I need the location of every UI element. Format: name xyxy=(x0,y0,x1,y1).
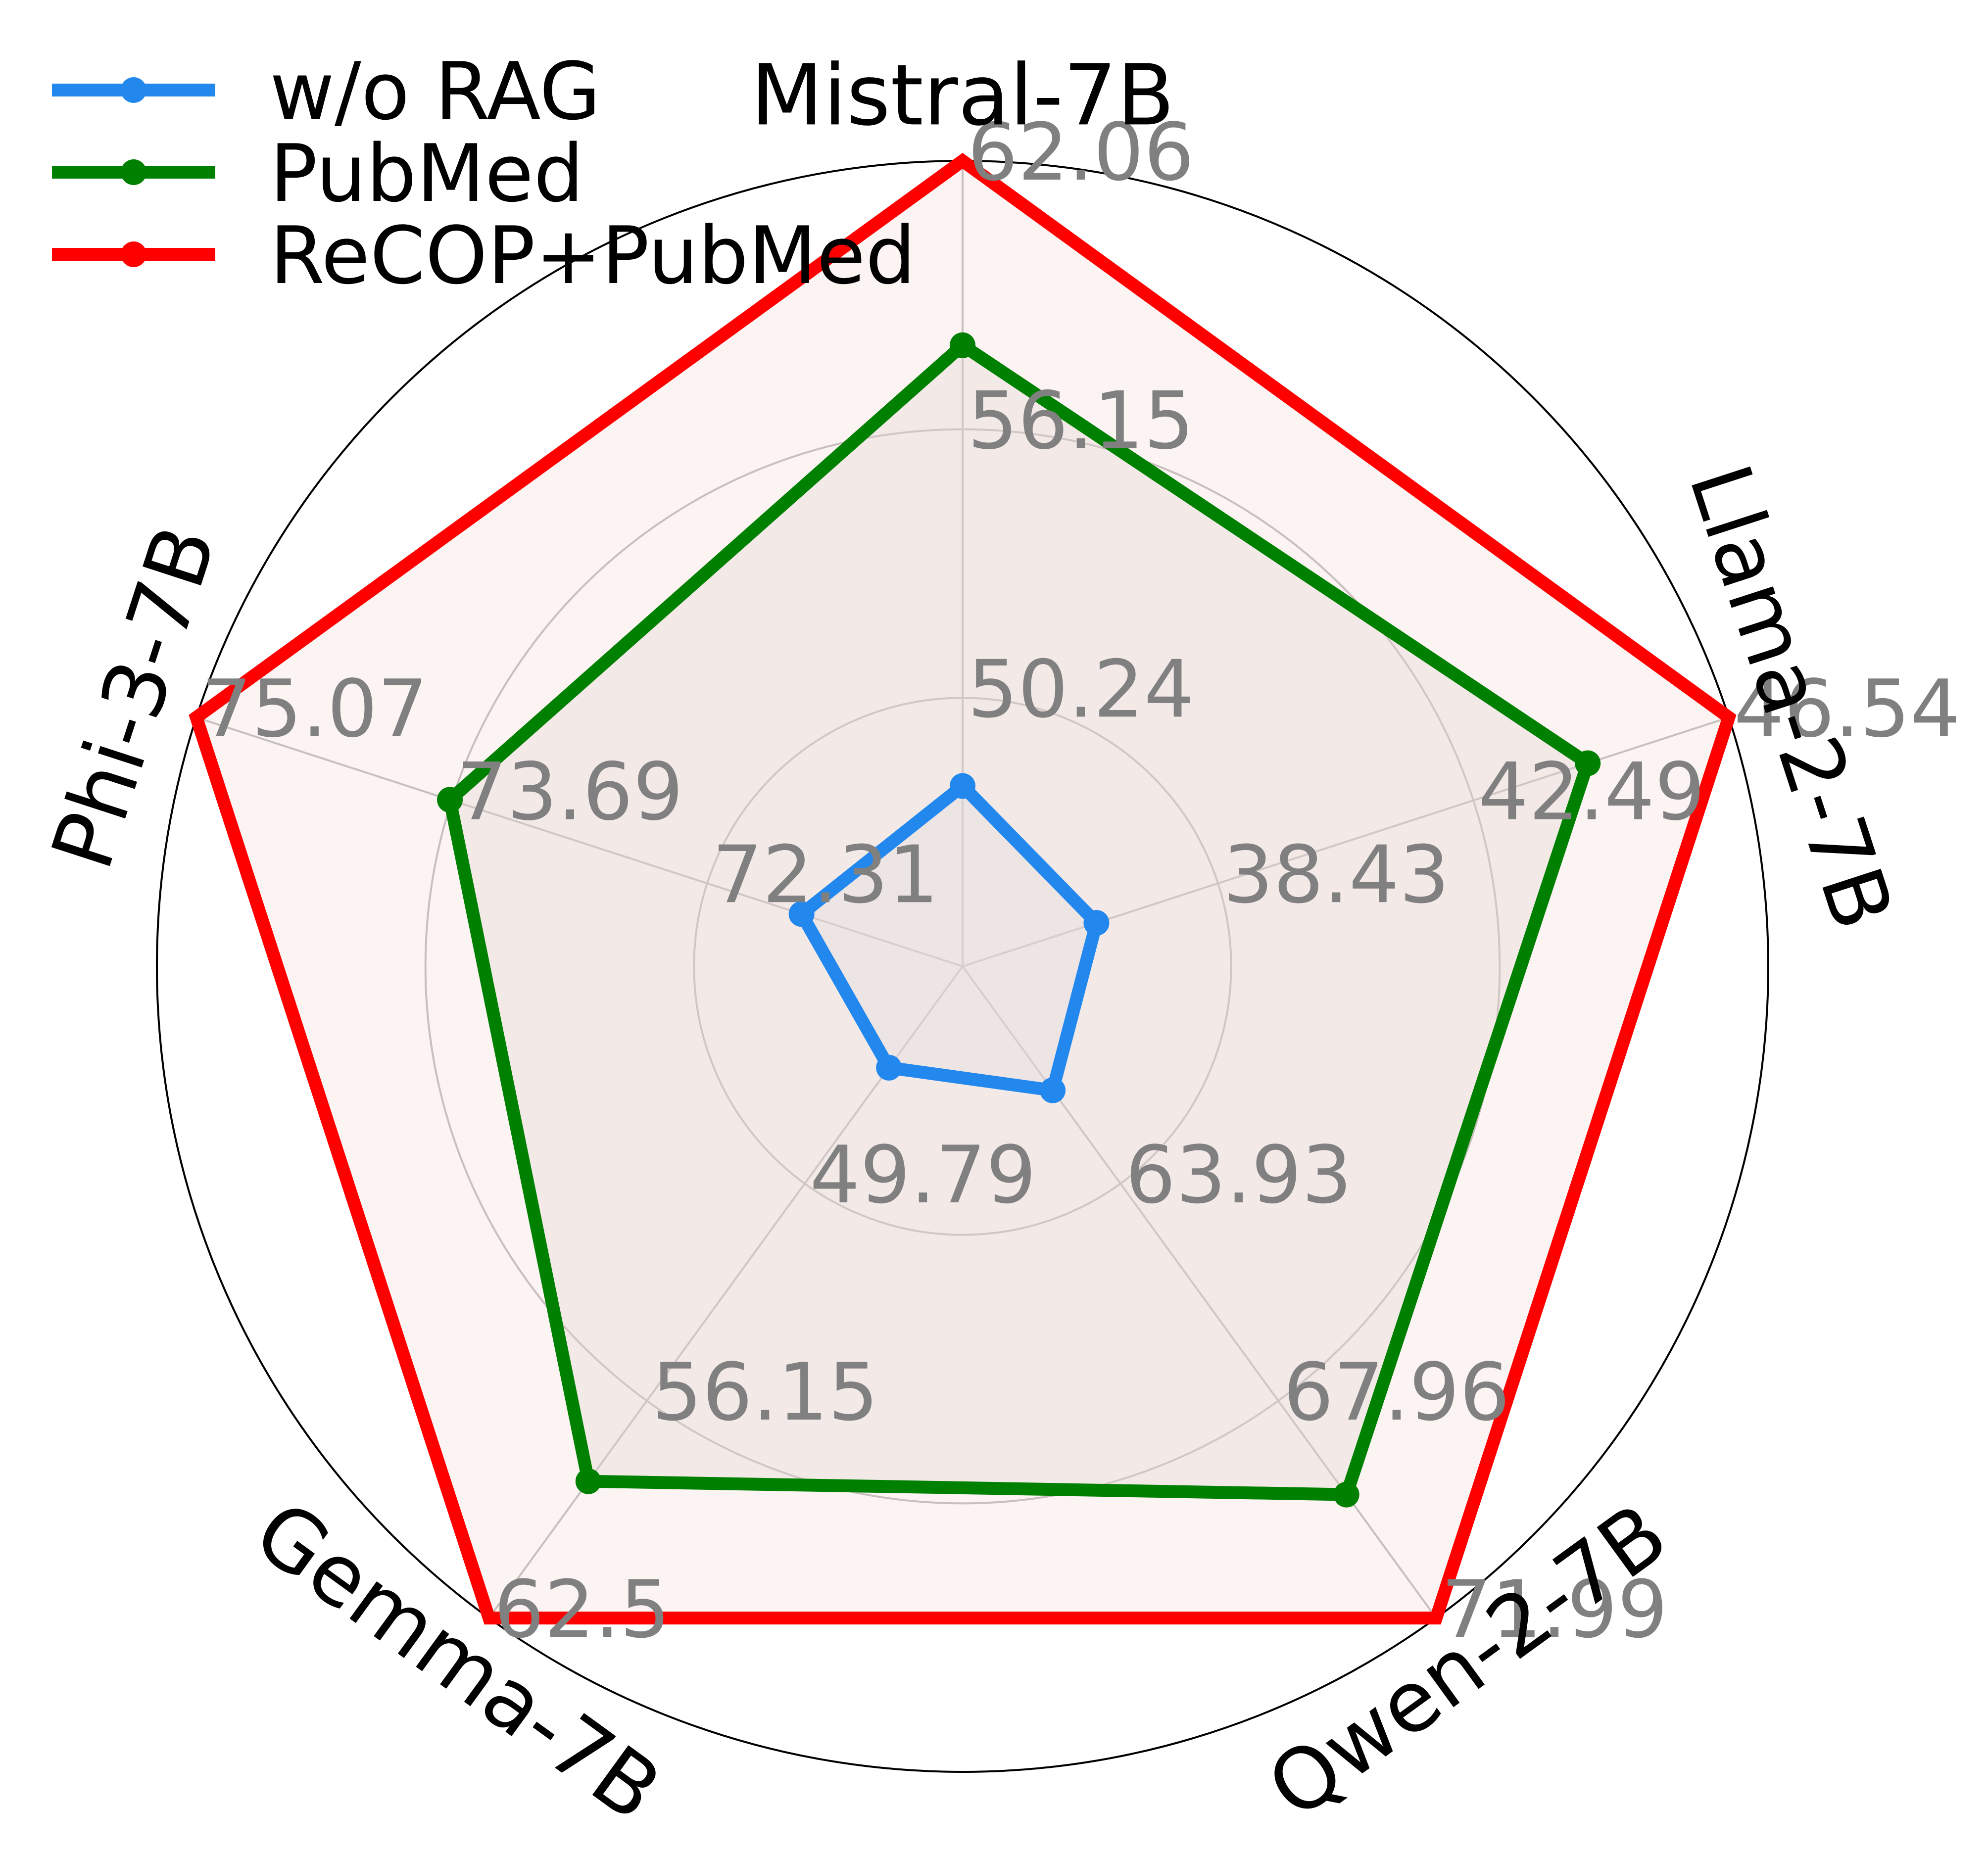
tick-label-3-2: 62.5 xyxy=(494,1563,670,1656)
tick-label-1-1: 42.49 xyxy=(1478,746,1705,838)
tick-label-1-0: 38.43 xyxy=(1223,828,1450,921)
axis-label-0: Mistral-7B xyxy=(751,47,1175,144)
legend-marker-1 xyxy=(121,159,146,185)
tick-label-1-2: 46.54 xyxy=(1734,663,1960,755)
tick-label-2-0: 63.93 xyxy=(1125,1129,1352,1221)
legend-marker-0 xyxy=(121,77,146,103)
tick-label-3-1: 56.15 xyxy=(652,1346,878,1438)
tick-label-0-1: 56.15 xyxy=(968,375,1194,467)
series-point-0-1 xyxy=(1083,910,1110,936)
tick-label-2-1: 67.96 xyxy=(1283,1346,1510,1438)
series-point-0-2 xyxy=(1040,1077,1066,1103)
series-point-1-4 xyxy=(437,787,463,813)
series-point-1-3 xyxy=(575,1468,601,1494)
series-point-0-4 xyxy=(788,901,815,927)
tick-label-3-0: 49.79 xyxy=(810,1129,1036,1221)
tick-labels: 50.24 56.15 62.06 38.43 42.49 46.54 63.93 67.96… xyxy=(201,106,1961,1656)
legend-label-0: w/o RAG xyxy=(270,45,601,138)
legend-label-2: ReCOP+PubMed xyxy=(270,209,916,302)
series-point-1-0 xyxy=(950,332,975,358)
series-point-0-0 xyxy=(950,773,975,799)
series-line-2 xyxy=(189,152,1737,1625)
series-fill-1 xyxy=(450,345,1588,1495)
tick-label-4-2: 75.07 xyxy=(201,663,428,755)
tick-label-0-2: 62.06 xyxy=(968,106,1194,198)
tick-label-4-0: 72.31 xyxy=(712,828,939,921)
series-line-1 xyxy=(442,337,1596,1501)
axis-spoke-4 xyxy=(196,716,963,967)
tick-label-0-0: 50.24 xyxy=(968,643,1194,735)
series-fills xyxy=(196,161,1729,1618)
series-fill-2 xyxy=(196,161,1729,1618)
series-point-1-1 xyxy=(1575,750,1601,776)
tick-label-2-2: 71.99 xyxy=(1441,1563,1668,1656)
tick-label-4-1: 73.69 xyxy=(457,746,683,838)
series-line-0 xyxy=(793,777,1104,1098)
series-point-0-3 xyxy=(876,1054,902,1081)
legend-label-1: PubMed xyxy=(270,127,584,220)
series-lines xyxy=(189,152,1737,1625)
series-point-1-2 xyxy=(1333,1481,1359,1508)
legend-marker-2 xyxy=(121,241,146,267)
axis-spoke-2 xyxy=(962,965,1437,1619)
